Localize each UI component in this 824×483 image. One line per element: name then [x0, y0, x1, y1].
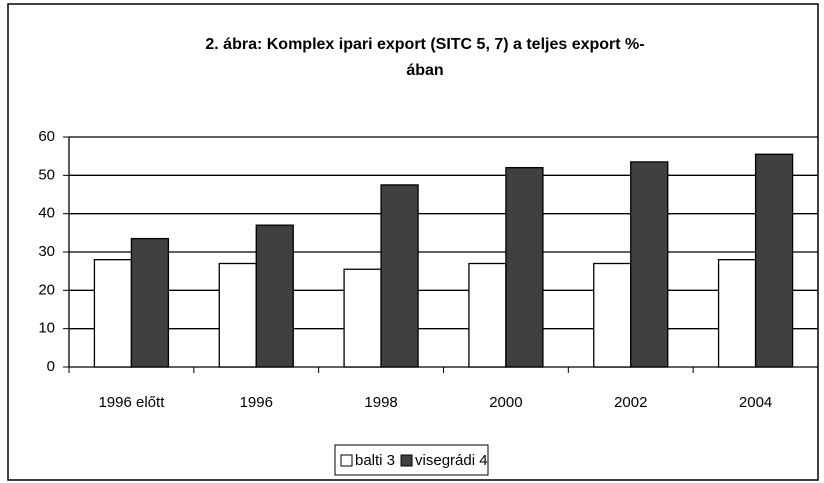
x-tick-label: 1996 előtt	[98, 394, 165, 411]
bar	[717, 259, 757, 368]
bar	[255, 224, 294, 368]
x-tick-label: 2002	[614, 394, 647, 411]
bar	[593, 262, 632, 368]
bar	[130, 237, 170, 368]
x-tick-label: 2000	[489, 394, 522, 411]
bar	[218, 262, 257, 368]
bar	[505, 167, 544, 368]
x-tick-label: 2004	[739, 394, 772, 411]
bar	[754, 153, 794, 368]
y-tick-label: 10	[38, 320, 55, 337]
legend-label: visegrádi 4	[415, 452, 488, 469]
chart-title: ában	[406, 62, 443, 79]
y-tick-label: 20	[38, 281, 55, 298]
bar	[343, 268, 382, 368]
x-tick-label: 1996	[240, 394, 273, 411]
y-tick-label: 40	[38, 205, 55, 222]
y-tick-label: 50	[38, 166, 55, 183]
y-tick-label: 60	[38, 128, 55, 145]
bar	[630, 161, 669, 368]
legend-label: balti 3	[355, 452, 395, 469]
bar	[468, 262, 507, 368]
bar	[380, 184, 419, 368]
y-tick-label: 0	[47, 358, 55, 375]
y-tick-label: 30	[38, 243, 55, 260]
x-tick-label: 1998	[364, 394, 397, 411]
legend-swatch	[340, 454, 353, 467]
legend-box	[334, 444, 489, 476]
legend-swatch	[400, 454, 413, 467]
bar	[93, 259, 133, 368]
chart-title: 2. ábra: Komplex ipari export (SITC 5, 7…	[205, 36, 644, 53]
